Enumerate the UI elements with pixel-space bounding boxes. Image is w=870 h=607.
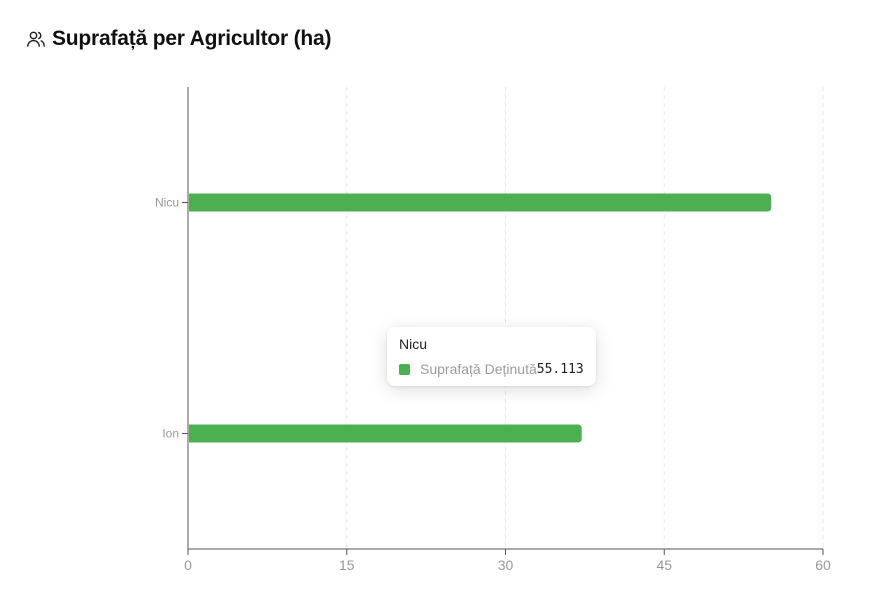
bar-ion	[189, 424, 582, 443]
chart-title: Suprafață per Agricultor (ha)	[52, 27, 332, 50]
y-tick-label: Ion	[162, 427, 179, 441]
tooltip-label: Suprafață Deținută	[420, 361, 537, 377]
x-tick-label: 45	[656, 557, 672, 573]
tooltip-row: Suprafață Deținută 55.113	[399, 361, 584, 377]
chart-tooltip: Nicu Suprafață Deținută 55.113	[387, 327, 596, 386]
y-tick-label: Nicu	[155, 196, 179, 210]
chart-header: Suprafață per Agricultor (ha)	[26, 27, 331, 51]
users-icon	[26, 29, 46, 49]
tooltip-swatch	[399, 363, 410, 375]
x-tick-label: 30	[498, 557, 514, 573]
x-tick-label: 15	[339, 557, 355, 573]
x-tick-label: 0	[184, 557, 192, 573]
bar-nicu	[189, 193, 772, 212]
x-tick-label: 60	[815, 557, 831, 573]
tooltip-title: Nicu	[399, 336, 428, 352]
tooltip-value: 55.113	[536, 361, 584, 377]
